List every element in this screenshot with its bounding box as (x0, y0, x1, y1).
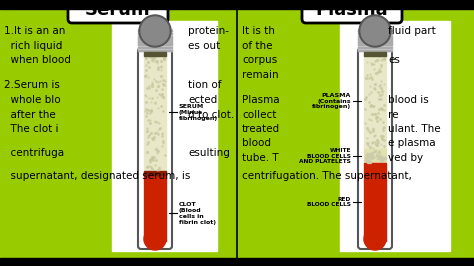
Text: ulant. The: ulant. The (388, 124, 441, 134)
Text: The clot i: The clot i (4, 124, 58, 134)
Text: after the: after the (4, 110, 56, 120)
Bar (364, 163, 386, 241)
Text: es out: es out (188, 41, 220, 51)
Bar (138, 47, 172, 48)
Bar (358, 38, 392, 40)
Text: fluid part: fluid part (388, 26, 436, 36)
Circle shape (141, 17, 169, 45)
Text: supernatant, designated serum, is: supernatant, designated serum, is (4, 171, 191, 181)
Bar (144, 52, 166, 56)
Text: e plasma: e plasma (388, 138, 436, 148)
Bar (144, 172, 166, 241)
Text: esulting: esulting (188, 148, 230, 158)
FancyBboxPatch shape (68, 0, 168, 23)
Text: whole blo: whole blo (4, 95, 61, 105)
Text: ved by: ved by (388, 153, 423, 163)
Text: RED
BLOOD CELLS: RED BLOOD CELLS (307, 197, 351, 207)
Text: centrifugation. The supernatant,: centrifugation. The supernatant, (242, 171, 412, 181)
Text: CLOT
(Blood
cells in
fibrin clot): CLOT (Blood cells in fibrin clot) (179, 202, 216, 225)
FancyBboxPatch shape (302, 0, 402, 23)
Text: Plasma: Plasma (242, 95, 280, 105)
Bar (358, 41, 392, 43)
Text: 1.It is an an: 1.It is an an (4, 26, 65, 36)
Bar (358, 33, 392, 34)
Text: es: es (388, 55, 400, 65)
Text: tion of: tion of (188, 80, 221, 90)
Text: rich liquid: rich liquid (4, 41, 63, 51)
Text: Plasma: Plasma (316, 1, 388, 19)
Text: SERUM
(Minus
fibrinogen): SERUM (Minus fibrinogen) (179, 104, 218, 121)
Circle shape (364, 228, 386, 250)
Text: It is th: It is th (242, 26, 275, 36)
Bar (138, 49, 172, 51)
Text: when blood: when blood (4, 55, 71, 65)
Text: d to clot.: d to clot. (188, 110, 234, 120)
Bar (138, 38, 172, 40)
Text: remain: remain (242, 70, 279, 80)
Bar (340, 21, 450, 251)
FancyBboxPatch shape (358, 48, 392, 249)
Bar (364, 149, 386, 163)
Text: centrifuga: centrifuga (4, 148, 64, 158)
Circle shape (359, 15, 391, 47)
Bar (358, 47, 392, 48)
Bar (364, 52, 386, 56)
Bar (138, 30, 172, 31)
Text: ected: ected (188, 95, 217, 105)
Text: protein-: protein- (188, 26, 229, 36)
Bar (358, 49, 392, 51)
Bar (138, 35, 172, 37)
Text: of the: of the (242, 41, 273, 51)
Circle shape (144, 228, 166, 250)
Bar (358, 35, 392, 37)
Circle shape (361, 17, 389, 45)
Text: PLASMA
(Contains
fibrinogen): PLASMA (Contains fibrinogen) (312, 93, 351, 110)
Text: collect: collect (242, 110, 276, 120)
Bar (138, 41, 172, 43)
Text: 2.Serum is: 2.Serum is (4, 80, 60, 90)
Bar (364, 53, 386, 149)
Text: blood: blood (242, 138, 271, 148)
Text: corpus: corpus (242, 55, 277, 65)
Bar (358, 29, 392, 51)
Bar (138, 33, 172, 34)
Text: blood is: blood is (388, 95, 429, 105)
Text: treated: treated (242, 124, 280, 134)
Bar (0, 0, 474, 9)
Text: re: re (388, 110, 399, 120)
Bar (0, 258, 474, 266)
Text: Serum: Serum (85, 1, 151, 19)
Text: tube. T: tube. T (242, 153, 279, 163)
Bar (138, 44, 172, 45)
FancyBboxPatch shape (138, 48, 172, 249)
Bar (112, 21, 217, 251)
Circle shape (139, 15, 171, 47)
Bar (144, 53, 166, 172)
Bar (358, 44, 392, 45)
Bar (144, 171, 166, 175)
Bar (358, 30, 392, 31)
Text: WHITE
BLOOD CELLS
AND PLATELETS: WHITE BLOOD CELLS AND PLATELETS (299, 148, 351, 164)
Bar (138, 29, 172, 51)
